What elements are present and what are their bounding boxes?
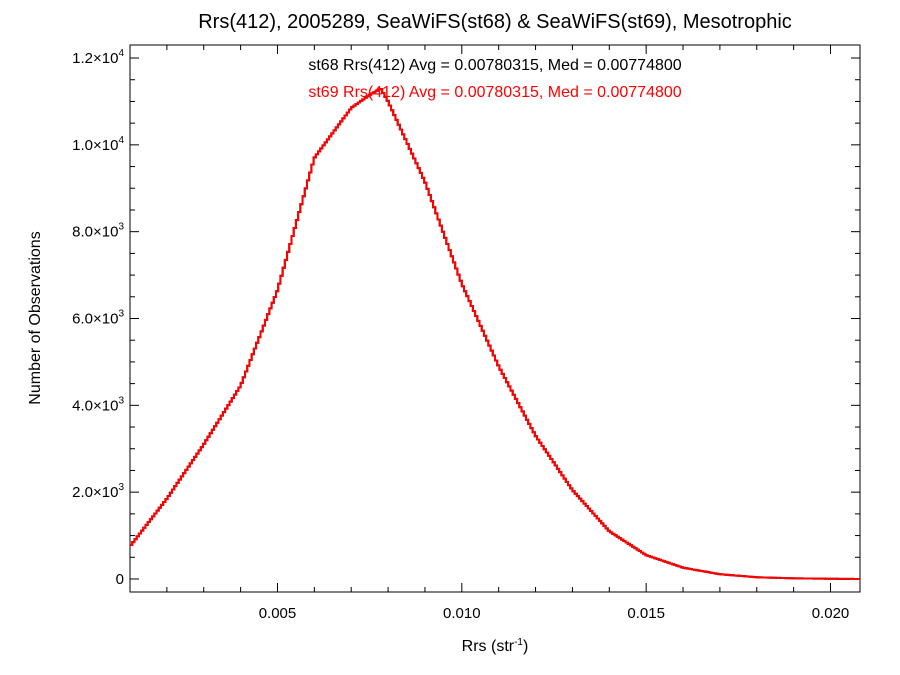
- x-axis-label-sup: -1: [514, 637, 523, 648]
- x-tick-label: 0.005: [259, 605, 297, 622]
- x-tick-label: 0.010: [443, 605, 481, 622]
- y-tick-label: 0: [116, 571, 124, 588]
- annotation-st69: st69 Rrs(412) Avg = 0.00780315, Med = 0.…: [308, 84, 681, 101]
- series-st68-line: [130, 88, 860, 580]
- x-axis-label-tail: ): [523, 638, 528, 655]
- series-layer: [130, 88, 860, 580]
- x-axis-label: Rrs (str-1): [462, 637, 529, 655]
- x-tick-label: 0.015: [627, 605, 665, 622]
- plot-frame: [129, 44, 861, 593]
- y-tick-label: 2.0×103: [72, 482, 124, 501]
- y-tick-label: 8.0×103: [72, 222, 124, 241]
- y-tick-label: 4.0×103: [72, 395, 124, 414]
- annotation-st68: st68 Rrs(412) Avg = 0.00780315, Med = 0.…: [308, 57, 681, 74]
- y-axis-ticks: 0 2.0×103 4.0×103 6.0×103 8.0×103 1.0×104 1.2×…: [72, 48, 860, 588]
- y-tick-label: 1.0×104: [72, 135, 124, 154]
- x-tick-label: 0.020: [812, 605, 850, 622]
- y-tick-label: 6.0×103: [72, 309, 124, 328]
- x-axis-ticks: 0.005 0.010 0.015 0.020: [166, 45, 850, 622]
- series-st69-line: [130, 88, 860, 580]
- x-axis-label-base: Rrs (str: [462, 638, 515, 655]
- y-axis-label: Number of Observations: [27, 231, 44, 404]
- y-tick-label: 1.2×104: [72, 48, 124, 67]
- chart-title: Rrs(412), 2005289, SeaWiFS(st68) & SeaWi…: [198, 11, 792, 33]
